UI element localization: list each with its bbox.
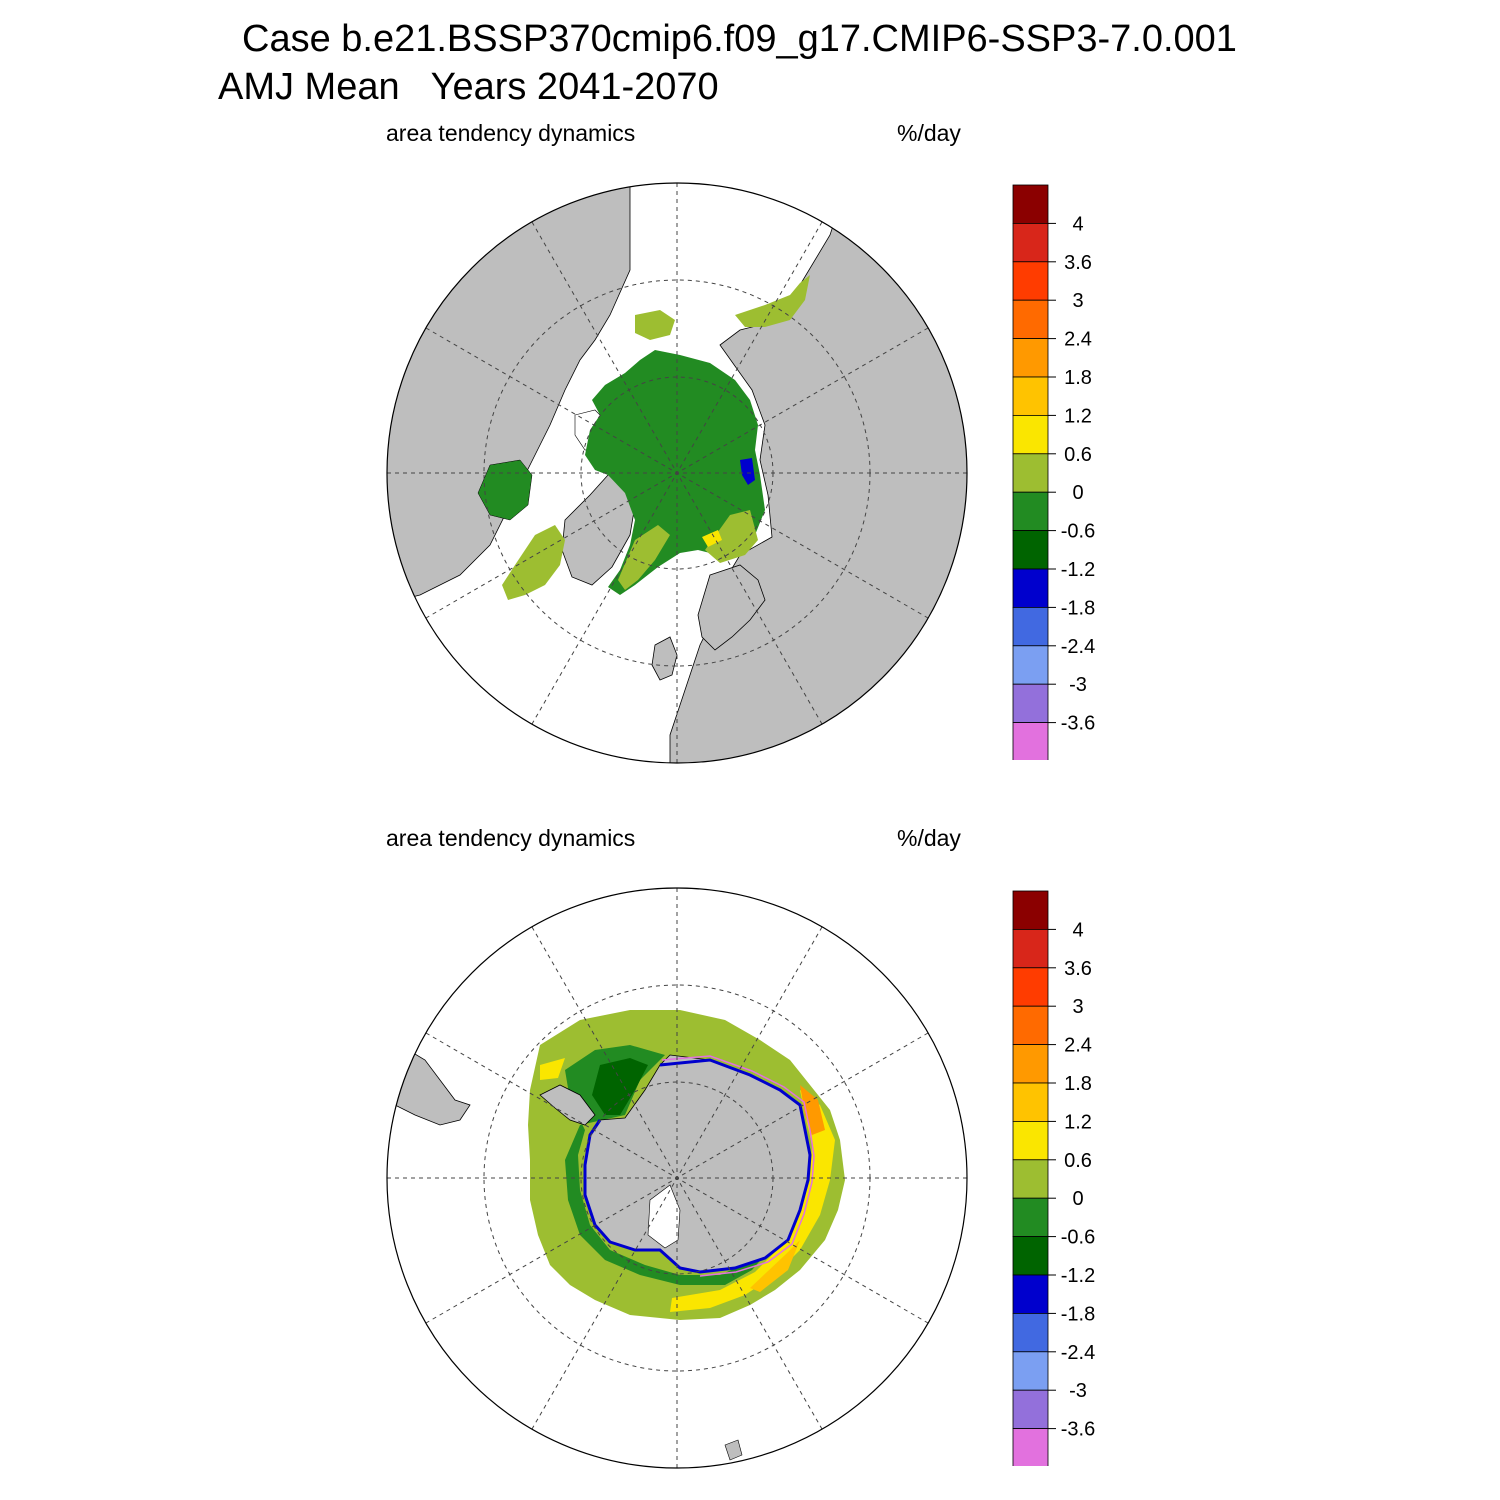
north-polar-map bbox=[386, 182, 968, 764]
north-colorbar-label: 2.4 bbox=[1064, 329, 1092, 351]
south-colorbar-label: -3.6 bbox=[1061, 1419, 1095, 1441]
north-colorbar-label: -2.4 bbox=[1061, 636, 1095, 658]
south-colorbar-label: 0 bbox=[1072, 1188, 1083, 1210]
south-colorbar-label: 1.2 bbox=[1064, 1111, 1092, 1133]
north-colorbar-label: -1.2 bbox=[1061, 559, 1095, 581]
south-ice-coastal-edge-purple bbox=[661, 1055, 815, 1277]
south-ice-ross-orange bbox=[800, 1085, 825, 1135]
north-colorbar-label: 1.8 bbox=[1064, 367, 1092, 389]
north-colorbar-label: -1.8 bbox=[1061, 597, 1095, 619]
north-colorbar-label: 0.6 bbox=[1064, 444, 1092, 466]
south-colorbar-label: 2.4 bbox=[1064, 1035, 1092, 1057]
north-colorbar-box bbox=[1012, 683, 1049, 724]
north-ice-east-greenland bbox=[618, 525, 670, 590]
south-ice-ross-orange-2 bbox=[750, 1240, 800, 1292]
north-colorbar-box bbox=[1012, 645, 1049, 685]
south-colorbar-label: 3 bbox=[1072, 996, 1083, 1018]
south-colorbar-box bbox=[1012, 1428, 1049, 1466]
south-colorbar-box bbox=[1012, 1389, 1049, 1430]
north-colorbar-box bbox=[1012, 184, 1049, 224]
south-graticule bbox=[387, 888, 967, 1468]
south-colorbar-label: -3 bbox=[1069, 1380, 1087, 1402]
south-polar-map bbox=[386, 887, 968, 1469]
south-colorbar: 4 3.6 3 2.4 1.8 1.2 0.6 0 -0.6 -1.2 -1.8 -2.4 -3 -3.6 bbox=[1012, 890, 1095, 1466]
south-colorbar-box bbox=[1012, 1197, 1049, 1238]
north-ice-barents-yellow bbox=[702, 530, 722, 547]
panel-north-field-label: area tendency dynamics bbox=[386, 120, 636, 146]
south-ice-weddell-dark bbox=[592, 1058, 648, 1115]
north-colorbar-box bbox=[1012, 376, 1049, 416]
north-colorbar-box bbox=[1012, 261, 1049, 301]
north-colorbar-label: 0 bbox=[1072, 482, 1083, 504]
north-colorbar-box bbox=[1012, 722, 1049, 760]
north-colorbar-label: 3 bbox=[1072, 290, 1083, 312]
south-colorbar-box bbox=[1012, 929, 1049, 969]
south-colorbar-box bbox=[1012, 890, 1049, 930]
south-colorbar-label: -1.2 bbox=[1061, 1265, 1095, 1287]
north-colorbar-label: -3.6 bbox=[1061, 713, 1095, 735]
north-colorbar-label: 3.6 bbox=[1064, 252, 1092, 274]
south-colorbar-box bbox=[1012, 1120, 1049, 1161]
south-land-antarctic-peninsula bbox=[539, 1084, 596, 1126]
north-land-scandinavia bbox=[697, 564, 766, 651]
north-map-border bbox=[386, 182, 968, 764]
south-colorbar-label: 4 bbox=[1072, 919, 1083, 941]
south-ice-weddell-yellow bbox=[540, 1058, 565, 1080]
south-colorbar-label: -2.4 bbox=[1061, 1342, 1095, 1364]
south-colorbar-label: -0.6 bbox=[1061, 1227, 1095, 1249]
panel-north-units-label: %/day bbox=[897, 120, 961, 146]
south-colorbar-box bbox=[1012, 1312, 1049, 1353]
north-ice-hudson-bay bbox=[477, 459, 533, 521]
south-colorbar-box bbox=[1012, 1082, 1049, 1122]
south-colorbar-box bbox=[1012, 1044, 1049, 1084]
south-colorbar-label: -1.8 bbox=[1061, 1303, 1095, 1325]
south-colorbar-label: 3.6 bbox=[1064, 958, 1092, 980]
south-colorbar-box bbox=[1012, 1274, 1049, 1314]
south-colorbar-label: 1.8 bbox=[1064, 1073, 1092, 1095]
north-colorbar-box bbox=[1012, 568, 1049, 608]
north-colorbar-box bbox=[1012, 223, 1049, 263]
north-graticule bbox=[387, 183, 967, 763]
north-land-british-isles bbox=[651, 636, 678, 681]
south-land-tasmania bbox=[724, 1439, 743, 1461]
north-colorbar-label: 1.2 bbox=[1064, 405, 1092, 427]
north-colorbar-box bbox=[1012, 530, 1049, 570]
north-colorbar-box bbox=[1012, 491, 1049, 532]
north-colorbar-label: 4 bbox=[1072, 213, 1083, 235]
south-map-border bbox=[386, 887, 968, 1469]
north-ice-bering bbox=[635, 310, 675, 340]
south-colorbar-box bbox=[1012, 1159, 1049, 1199]
panel-south-field-label: area tendency dynamics bbox=[386, 825, 636, 851]
north-ice-okhotsk bbox=[735, 275, 810, 327]
north-colorbar-box bbox=[1012, 606, 1049, 647]
south-colorbar-box bbox=[1012, 967, 1049, 1007]
north-colorbar: 4 3.6 3 2.4 1.8 1.2 0.6 0 -0.6 -1.2 -1.8 -2.4 -3 -3.6 bbox=[1012, 184, 1095, 760]
figure-title-case: Case b.e21.BSSP370cmip6.f09_g17.CMIP6-SS… bbox=[242, 18, 1237, 60]
south-ice-coastal-edge bbox=[583, 1058, 812, 1274]
north-colorbar-box bbox=[1012, 338, 1049, 378]
north-land-greenland bbox=[561, 474, 636, 586]
north-colorbar-box bbox=[1012, 453, 1049, 493]
south-colorbar-box bbox=[1012, 1351, 1049, 1391]
north-colorbar-box bbox=[1012, 414, 1049, 455]
north-colorbar-label: -0.6 bbox=[1061, 521, 1095, 543]
north-colorbar-box bbox=[1012, 299, 1049, 339]
south-colorbar-box bbox=[1012, 1236, 1049, 1276]
north-ice-kara-edge bbox=[740, 458, 755, 485]
south-colorbar-label: 0.6 bbox=[1064, 1150, 1092, 1172]
figure-title-period: AMJ Mean Years 2041-2070 bbox=[218, 66, 719, 108]
south-colorbar-box bbox=[1012, 1005, 1049, 1045]
north-colorbar-label: -3 bbox=[1069, 674, 1087, 696]
north-ice-barents bbox=[705, 510, 758, 563]
south-ross-ice-shelf bbox=[647, 1184, 681, 1249]
panel-south-units-label: %/day bbox=[897, 825, 961, 851]
